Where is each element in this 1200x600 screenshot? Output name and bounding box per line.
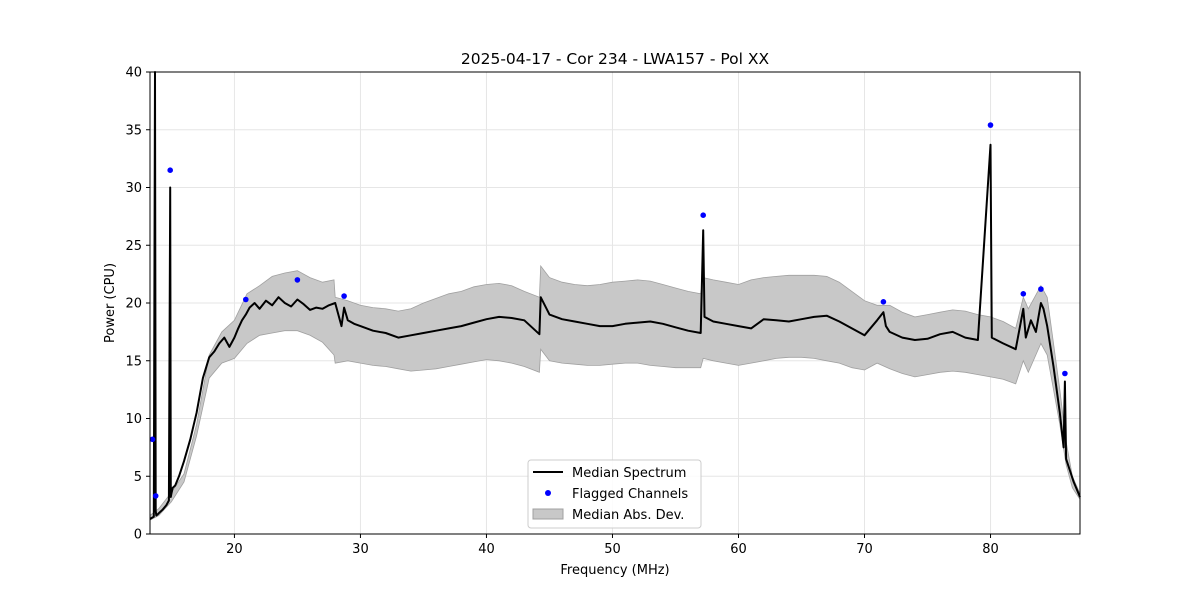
flagged-channel-point [152, 493, 159, 499]
x-tick-label: 30 [352, 542, 369, 557]
flagged-channel-point [341, 293, 347, 299]
x-tick-label: 20 [226, 542, 243, 557]
legend-patch-swatch [532, 508, 564, 520]
median-spectrum-line [149, 71, 1081, 520]
legend-label-flagged: Flagged Channels [572, 487, 688, 502]
y-tick-label: 35 [125, 123, 142, 138]
legend-box [527, 459, 702, 529]
y-tick-label: 0 [134, 528, 142, 543]
flagged-channel-point [700, 212, 706, 218]
y-tick-label: 5 [134, 470, 142, 485]
legend-label-mad: Median Abs. Dev. [572, 508, 684, 523]
legend-marker-swatch [545, 490, 551, 496]
median-line-layer [149, 71, 1081, 520]
flagged-markers-layer [149, 122, 1068, 499]
chart-title: 2025-04-17 - Cor 234 - LWA157 - Pol XX [461, 50, 770, 68]
y-axis-label: Power (CPU) [103, 263, 118, 343]
y-tick-label: 30 [125, 181, 142, 196]
x-axis-label: Frequency (MHz) [560, 563, 669, 578]
flagged-channel-point [1020, 291, 1027, 297]
flagged-channel-point [167, 167, 173, 173]
x-tick-label: 70 [856, 542, 873, 557]
flagged-channel-point [987, 122, 994, 128]
flagged-channel-point [1062, 370, 1068, 377]
x-tick-label: 60 [730, 542, 747, 557]
flagged-channel-point [149, 436, 156, 443]
y-tick-label: 25 [125, 239, 142, 254]
y-tick-label: 15 [125, 354, 142, 369]
y-tick-label: 40 [125, 66, 142, 81]
x-tick-label: 40 [478, 542, 495, 557]
y-tick-label: 10 [125, 412, 142, 427]
flagged-channel-point [243, 296, 249, 303]
y-tick-label: 20 [125, 297, 142, 312]
flagged-channel-point [880, 299, 887, 305]
x-tick-label: 50 [604, 542, 621, 557]
x-axis-ticks: 20 30 40 50 60 70 80 [226, 534, 999, 557]
y-axis-ticks: 0 5 10 15 20 25 30 35 40 [125, 66, 150, 543]
legend-label-median: Median Spectrum [572, 466, 686, 481]
flagged-channel-point [294, 277, 301, 283]
x-tick-label: 80 [982, 542, 999, 557]
legend: Median Spectrum Flagged Channels Median … [527, 459, 702, 529]
flagged-channel-point [1038, 286, 1044, 292]
